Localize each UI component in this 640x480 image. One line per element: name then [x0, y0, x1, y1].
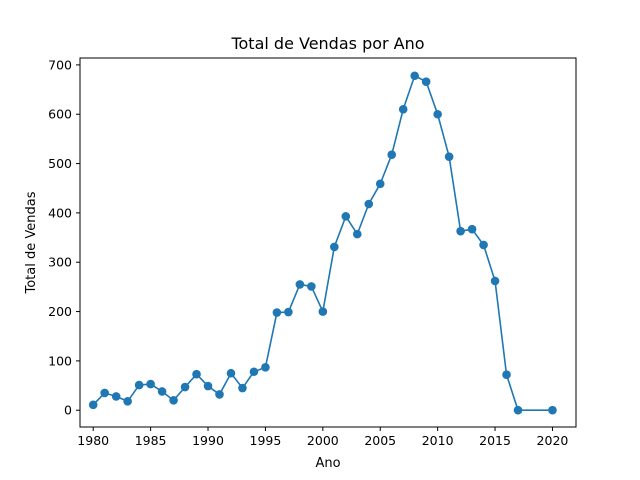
data-point [284, 307, 293, 317]
data-point [364, 199, 374, 209]
data-point [123, 397, 132, 406]
x-tick-label: 1985 [135, 433, 167, 448]
data-point [249, 367, 259, 377]
data-point [502, 370, 511, 380]
data-point [375, 179, 385, 189]
data-point [548, 405, 557, 415]
data-point [215, 390, 224, 399]
data-point [203, 381, 213, 391]
x-axis-label: Ano [315, 456, 340, 471]
y-tick-label: 200 [48, 304, 72, 319]
x-tick-label: 1990 [192, 433, 224, 448]
x-tick-label: 2015 [479, 433, 511, 448]
x-tick-label: 2005 [364, 433, 396, 448]
data-point [261, 363, 270, 372]
x-tick-label: 2000 [307, 433, 339, 448]
data-point [111, 392, 121, 401]
data-point [318, 307, 328, 316]
data-point [513, 405, 523, 415]
plot-area [88, 71, 557, 415]
y-tick-label: 0 [64, 403, 72, 418]
data-point [88, 400, 98, 410]
data-point [307, 282, 316, 291]
data-point [433, 109, 442, 119]
axes-frame [79, 57, 577, 428]
data-point [272, 308, 282, 317]
data-point [467, 224, 477, 234]
y-tick-label: 400 [48, 205, 72, 220]
y-tick-label: 700 [48, 57, 72, 72]
y-axis-label: Total de Vendas [24, 191, 39, 294]
data-point [192, 369, 201, 379]
y-tick-label: 300 [48, 255, 72, 270]
y-tick-label: 100 [48, 353, 72, 368]
data-point [421, 77, 431, 86]
data-point [146, 379, 155, 389]
data-point [180, 382, 190, 392]
data-point [444, 152, 454, 161]
y-tick-label: 500 [48, 156, 72, 171]
x-tick-label: 2010 [422, 433, 454, 448]
data-point [410, 71, 419, 81]
data-point [456, 226, 465, 236]
data-point [226, 368, 236, 378]
data-point [134, 380, 144, 390]
x-tick-label: 2020 [537, 433, 569, 448]
y-tick-label: 600 [48, 107, 72, 122]
data-point [100, 388, 109, 398]
data-point [490, 276, 500, 286]
data-point [387, 150, 397, 159]
data-point [479, 240, 488, 250]
data-point [398, 105, 408, 114]
chart-title: Total de Vendas por Ano [230, 34, 424, 53]
x-tick-label: 1995 [250, 433, 282, 448]
data-point [169, 396, 178, 405]
data-point [352, 229, 362, 239]
data-point [341, 212, 351, 221]
data-point [157, 387, 167, 396]
data-point [330, 242, 339, 252]
x-tick-label: 1980 [77, 433, 109, 448]
data-point [295, 280, 305, 289]
data-point [238, 383, 247, 393]
